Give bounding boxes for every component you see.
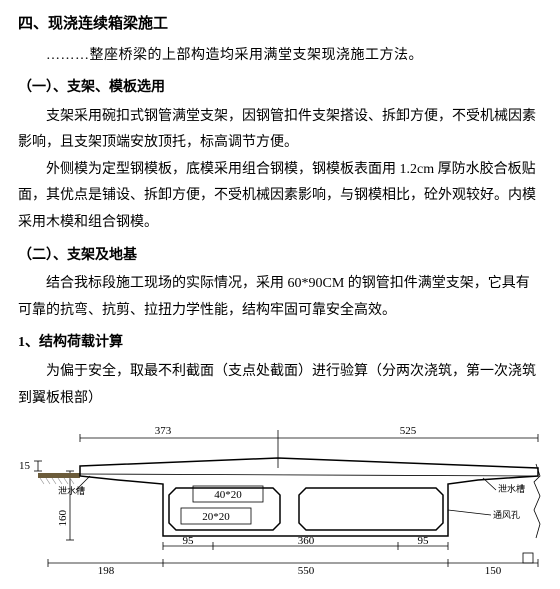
label-vent-hole: 通风孔 [493, 510, 520, 520]
para-intro: ………整座桥梁的上部构造均采用满堂支架现浇施工方法。 [18, 43, 542, 70]
dim-outer-550: 550 [298, 565, 315, 577]
dim-outer-150: 150 [485, 565, 502, 577]
para-sub1b: 外侧模为定型钢模板，底模采用组合钢模，钢模板表面用 1.2cm 厚防水胶合板贴面… [18, 157, 542, 237]
label-40x20: 40*20 [214, 489, 242, 501]
dim-top-right: 525 [400, 425, 417, 437]
dim-outer-198: 198 [98, 565, 115, 577]
label-drain-left: 泄水槽 [58, 485, 85, 496]
dim-top-left: 373 [155, 425, 172, 437]
para-sub2a: 结合我标段施工现场的实际情况，采用 60*90CM 的钢管扣件满堂支架，它具有可… [18, 271, 542, 324]
dim-inner-95c: 95 [418, 535, 430, 547]
dim-left-160: 160 [57, 510, 69, 527]
label-20x20: 20*20 [202, 511, 230, 523]
heading-sub-2: （二）、支架及地基 [18, 243, 542, 270]
para-sub3a: 为偏于安全，取最不利截面（支点处截面）进行验算（分两次浇筑，第一次浇筑到翼板根部… [18, 359, 542, 412]
box-girder-diagram: 373 525 15 160 40*20 20*20 泄水槽 [18, 418, 542, 578]
heading-section-4: 四、现浇连续箱梁施工 [18, 10, 542, 39]
label-drain-right: 泄水槽 [498, 483, 525, 494]
heading-sub-3: 1、结构荷载计算 [18, 330, 542, 357]
dim-inner-360: 360 [298, 535, 315, 547]
box-girder-svg: 373 525 15 160 40*20 20*20 泄水槽 [18, 418, 542, 578]
ground-left [38, 473, 80, 478]
para-sub1a: 支架采用碗扣式钢管满堂支架，因钢管扣件支架搭设、拆卸方便，不受机械因素影响，且支… [18, 104, 542, 157]
heading-sub-1: （一）、支架、模板选用 [18, 75, 542, 102]
dim-inner-95a: 95 [183, 535, 195, 547]
dim-left-15: 15 [19, 460, 31, 472]
